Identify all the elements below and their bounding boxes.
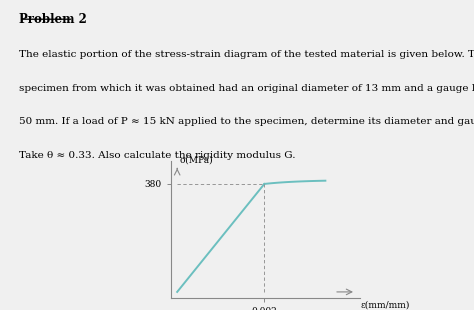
Text: The elastic portion of the stress-strain diagram of the tested material is given: The elastic portion of the stress-strain… bbox=[19, 50, 474, 59]
Text: specimen from which it was obtained had an original diameter of 13 mm and a gaug: specimen from which it was obtained had … bbox=[19, 84, 474, 93]
Text: 50 mm. If a load of P ≈ 15 kN applied to the specimen, determine its diameter an: 50 mm. If a load of P ≈ 15 kN applied to… bbox=[19, 117, 474, 126]
Text: Take θ ≈ 0.33. Also calculate the rigidity modulus G.: Take θ ≈ 0.33. Also calculate the rigidi… bbox=[19, 151, 295, 160]
Text: σ(MPa): σ(MPa) bbox=[179, 156, 213, 165]
Text: ε(mm/mm): ε(mm/mm) bbox=[360, 300, 410, 309]
Text: Problem 2: Problem 2 bbox=[19, 13, 87, 26]
